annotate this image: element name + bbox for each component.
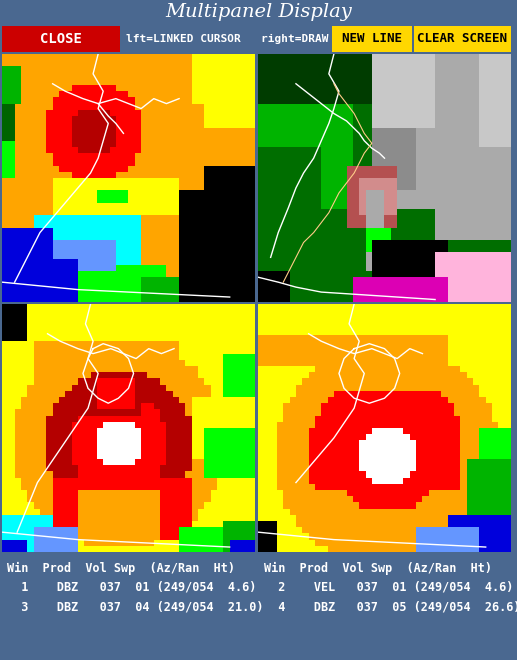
Text: CLOSE: CLOSE	[40, 32, 82, 46]
Text: Multipanel Display: Multipanel Display	[165, 3, 352, 21]
Text: lft=LINKED CURSOR   right=DRAW: lft=LINKED CURSOR right=DRAW	[126, 34, 328, 44]
Bar	[332, 26, 412, 52]
Text: 1    DBZ   037  01 (249/054  4.6): 1 DBZ 037 01 (249/054 4.6)	[7, 580, 256, 593]
Text: 3    DBZ   037  04 (249/054  21.0): 3 DBZ 037 04 (249/054 21.0)	[7, 600, 264, 613]
Bar	[414, 26, 511, 52]
Text: Win  Prod  Vol Swp  (Az/Ran  Ht): Win Prod Vol Swp (Az/Ran Ht)	[7, 562, 235, 575]
Text: 4    DBZ   037  05 (249/054  26.6): 4 DBZ 037 05 (249/054 26.6)	[264, 600, 517, 613]
Bar	[2, 26, 120, 52]
Text: NEW LINE: NEW LINE	[342, 32, 402, 46]
Text: 2    VEL   037  01 (249/054  4.6): 2 VEL 037 01 (249/054 4.6)	[264, 580, 513, 593]
Text: Win  Prod  Vol Swp  (Az/Ran  Ht): Win Prod Vol Swp (Az/Ran Ht)	[264, 562, 492, 575]
Text: CLEAR SCREEN: CLEAR SCREEN	[417, 32, 507, 46]
